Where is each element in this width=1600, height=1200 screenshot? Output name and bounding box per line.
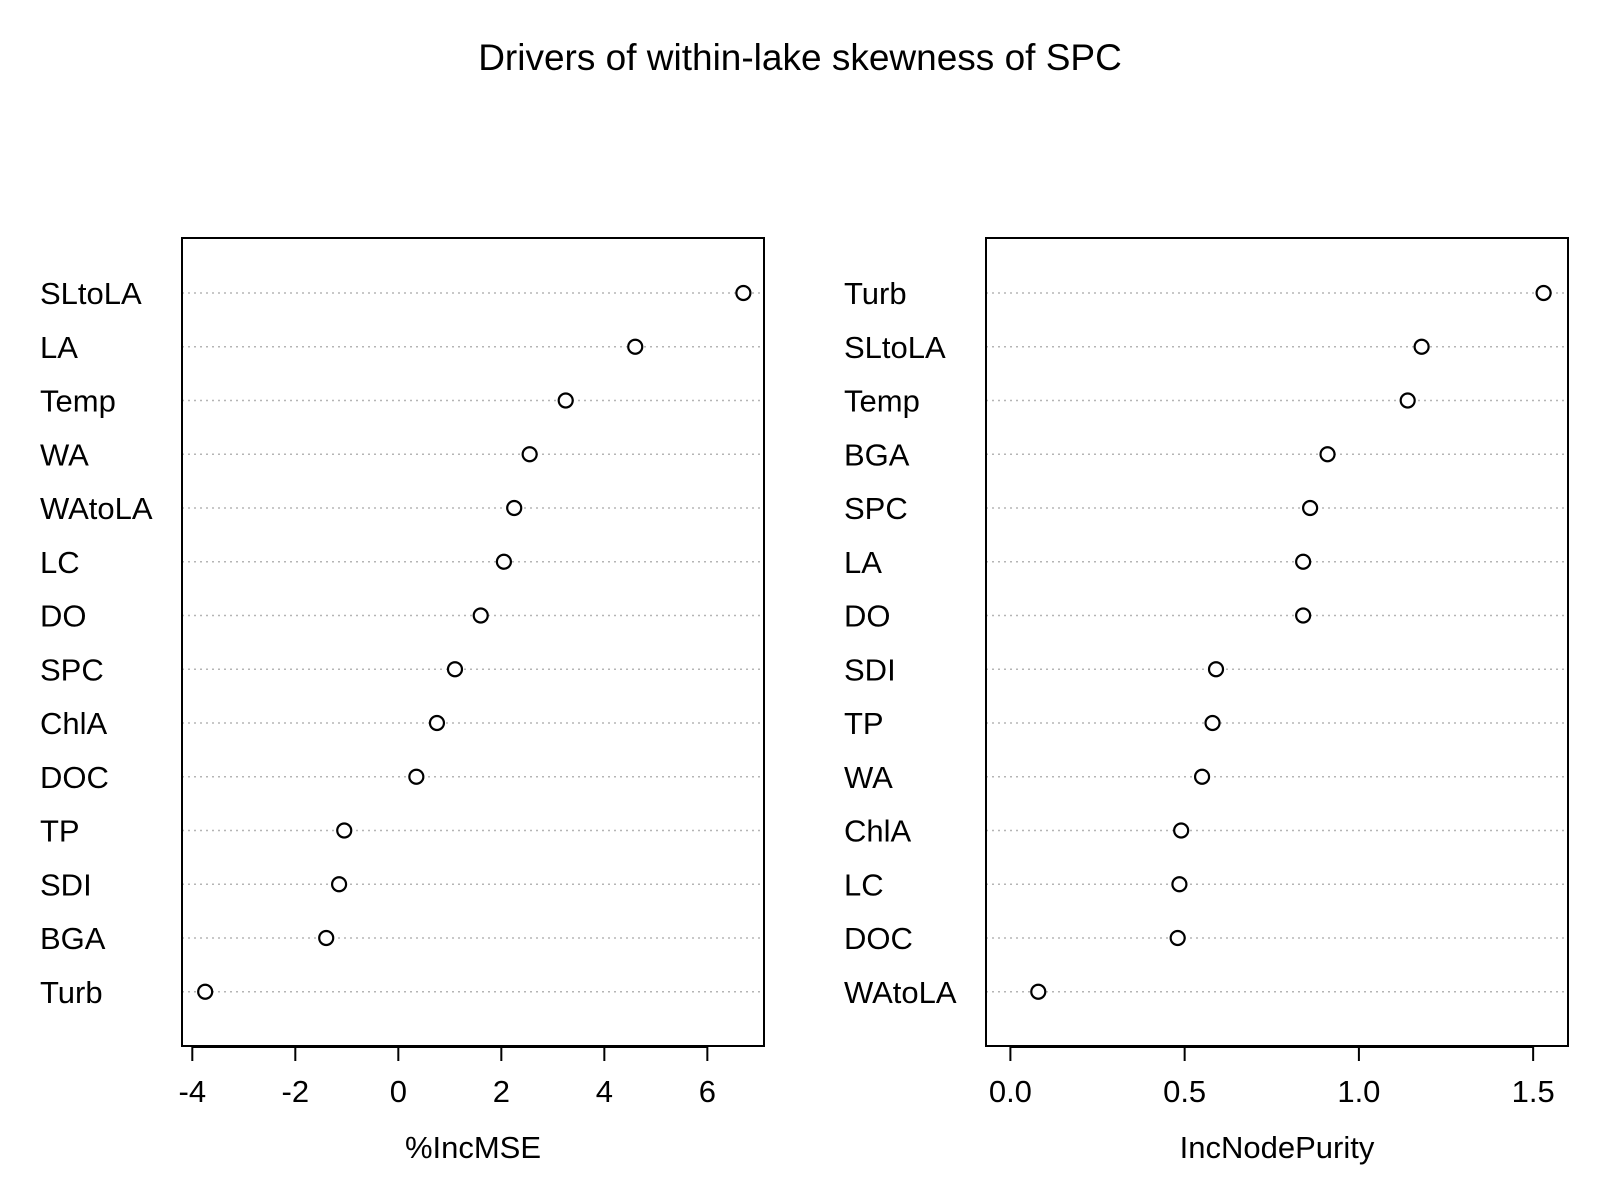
category-label: TP — [844, 706, 884, 741]
category-label: DOC — [844, 921, 913, 956]
category-label: LA — [844, 545, 882, 580]
data-point — [627, 338, 644, 355]
data-point — [521, 446, 538, 463]
x-tick-label: -4 — [179, 1074, 207, 1109]
data-point — [1295, 607, 1312, 624]
category-label: SPC — [40, 652, 104, 687]
category-label: SPC — [844, 491, 908, 526]
data-point — [506, 499, 523, 517]
data-point — [446, 661, 464, 678]
data-point — [557, 392, 574, 409]
data-point — [1319, 446, 1336, 463]
x-tick-label: 0 — [390, 1074, 407, 1109]
data-point — [735, 284, 752, 302]
x-tick-label: 0.0 — [989, 1074, 1032, 1109]
category-label: Temp — [40, 384, 116, 419]
data-point — [1204, 714, 1221, 732]
plot-frame — [181, 237, 765, 1047]
category-label: Turb — [844, 276, 907, 311]
category-label: DO — [40, 599, 87, 634]
category-label: TP — [40, 814, 80, 849]
data-point — [1030, 983, 1047, 1000]
category-label: DOC — [40, 760, 109, 795]
category-label: WAtoLA — [40, 491, 153, 526]
category-label: WA — [844, 760, 893, 795]
x-axis-title: %IncMSE — [405, 1130, 541, 1165]
data-point — [1302, 499, 1319, 517]
x-tick-label: 1.5 — [1512, 1074, 1555, 1109]
category-label: SLtoLA — [844, 330, 946, 365]
data-point — [1173, 822, 1190, 839]
category-label: WAtoLA — [844, 975, 957, 1010]
data-point — [1413, 338, 1430, 355]
x-tick-label: 0.5 — [1163, 1074, 1206, 1109]
category-label: ChlA — [40, 706, 108, 741]
x-tick-label: -2 — [282, 1074, 310, 1109]
x-tick-label: 2 — [493, 1074, 510, 1109]
category-label: ChlA — [844, 814, 912, 849]
panel-2: Turb SLtoLA Temp BGA SPC LA DO SDI TP WA ChlA LC DOC… — [844, 237, 1569, 1165]
data-point — [1207, 661, 1225, 678]
category-label: BGA — [844, 437, 910, 472]
data-point — [1399, 392, 1416, 409]
x-tick-label: 6 — [699, 1074, 716, 1109]
chart-title: Drivers of within-lake skewness of SPC — [478, 37, 1122, 78]
category-label: SDI — [40, 867, 92, 902]
plot-frame — [985, 237, 1569, 1047]
category-label: LC — [844, 867, 884, 902]
data-point — [1535, 284, 1552, 302]
category-label: LC — [40, 545, 80, 580]
category-label: WA — [40, 437, 89, 472]
panel-1: SLtoLA LA Temp WA WAtoLA LC DO SPC ChlA DOC TP SDI B… — [40, 237, 765, 1165]
x-axis-title: IncNodePurity — [1180, 1130, 1375, 1165]
data-point — [495, 553, 513, 570]
x-tick-label: 1.0 — [1337, 1074, 1380, 1109]
data-point — [330, 876, 348, 893]
category-label: SDI — [844, 652, 896, 687]
data-point — [408, 768, 425, 785]
data-point — [1193, 768, 1211, 785]
data-point — [1171, 876, 1188, 893]
category-label: DO — [844, 599, 891, 634]
category-label: SLtoLA — [40, 276, 142, 311]
data-point — [472, 607, 489, 624]
category-label: Turb — [40, 975, 103, 1010]
data-point — [1169, 929, 1186, 947]
category-label: LA — [40, 330, 78, 365]
chart-panels: SLtoLA LA Temp WA WAtoLA LC DO SPC ChlA DOC TP SDI B… — [40, 237, 1569, 1165]
category-label: Temp — [844, 384, 920, 419]
category-label: BGA — [40, 921, 106, 956]
data-point — [1295, 553, 1312, 570]
data-point — [318, 929, 335, 947]
x-tick-label: 4 — [596, 1074, 613, 1109]
data-point — [428, 714, 446, 732]
data-point — [197, 983, 214, 1000]
data-point — [336, 822, 353, 839]
